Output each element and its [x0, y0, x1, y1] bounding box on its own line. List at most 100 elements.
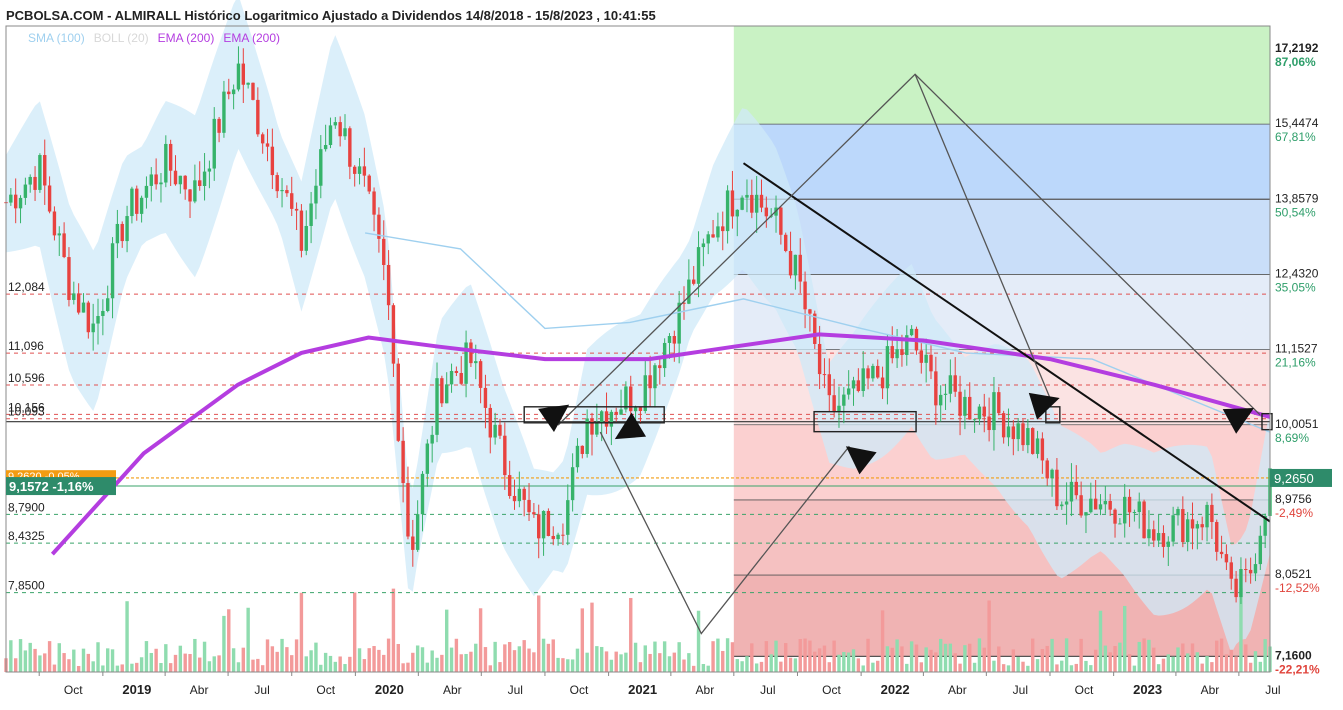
candle-body: [38, 155, 42, 190]
candle-body: [411, 536, 415, 550]
x-tick-label: Abr: [1201, 683, 1220, 697]
volume-bar: [566, 659, 570, 672]
candle-body: [139, 197, 144, 214]
volume-bar: [28, 642, 32, 672]
candle-body: [580, 445, 585, 454]
candle-body: [1040, 438, 1045, 461]
volume-bar: [779, 661, 783, 672]
volume-bar: [982, 647, 986, 672]
volume-bar: [1219, 638, 1224, 672]
candle-body: [788, 250, 793, 276]
volume-bar: [391, 588, 396, 672]
candle-body: [33, 176, 37, 190]
candle-body: [270, 146, 275, 176]
candle-body: [464, 342, 468, 384]
volume-bar: [357, 648, 362, 672]
volume-bar: [803, 638, 807, 672]
candle-body: [76, 293, 81, 313]
candle-body: [1224, 554, 1229, 563]
volume-bar: [1113, 646, 1117, 672]
candle-body: [454, 370, 459, 373]
candle-body: [1001, 413, 1006, 438]
candle-body: [1210, 504, 1214, 523]
candle-body: [188, 189, 192, 202]
volume-bar: [265, 639, 270, 672]
downtrend-line: [742, 162, 1271, 523]
volume-bar: [900, 646, 904, 672]
candle-body: [227, 91, 231, 95]
volume-bar: [1195, 652, 1200, 672]
candle-body: [1142, 501, 1146, 539]
volume-bar: [1006, 665, 1011, 672]
candle-body: [352, 166, 357, 174]
candle-body: [483, 387, 488, 408]
candle-body: [260, 134, 265, 144]
candle-body: [546, 510, 551, 536]
volume-bar: [711, 641, 715, 672]
volume-bar: [217, 655, 221, 672]
candle-body: [43, 155, 47, 186]
candle-body: [909, 328, 914, 336]
candle-body: [687, 279, 691, 304]
volume-bar: [1258, 661, 1263, 672]
volume-bar: [23, 650, 28, 672]
volume-bar: [701, 664, 706, 672]
candle-body: [115, 223, 120, 244]
candle-body: [319, 149, 323, 186]
candle-body: [730, 190, 735, 217]
volume-bar: [721, 650, 725, 672]
right-price-label: 11,1527: [1275, 342, 1318, 356]
volume-bar: [76, 665, 81, 672]
candle-body: [1219, 551, 1224, 555]
candle-body: [512, 495, 517, 502]
volume-bar: [352, 592, 357, 672]
volume-bar: [1084, 660, 1088, 672]
candle-body: [575, 445, 580, 468]
volume-bar: [1263, 639, 1267, 672]
volume-bar: [992, 660, 996, 672]
volume-bar: [866, 638, 870, 672]
volume-bar: [478, 608, 483, 672]
volume-bar: [919, 662, 924, 672]
indicator-lines: [50, 232, 1271, 556]
candle-body: [81, 302, 86, 313]
candle-body: [1127, 496, 1132, 513]
volume-bar: [1098, 610, 1103, 672]
candle-body: [614, 411, 618, 415]
x-tick-label: Jul: [254, 683, 269, 697]
volume-bar: [96, 642, 100, 672]
candle-body: [1137, 501, 1141, 513]
candle-body: [1045, 460, 1049, 479]
legend-item: EMA (200): [223, 31, 280, 45]
candle-body: [256, 99, 260, 135]
candle-body: [1244, 569, 1248, 571]
volume-bar: [1224, 654, 1229, 672]
legend-item: SMA (100): [28, 31, 85, 45]
candle-body: [469, 342, 473, 364]
candle-body: [919, 350, 924, 363]
candle-body: [130, 188, 134, 217]
candle-body: [779, 207, 783, 235]
volume-bar: [1055, 664, 1059, 672]
candle-body: [168, 143, 173, 171]
volume-bar: [18, 639, 23, 672]
candle-body: [72, 293, 76, 300]
volume-bar: [1001, 664, 1006, 672]
candle-body: [91, 323, 95, 333]
candle-body: [348, 128, 352, 167]
candle-body: [721, 226, 725, 232]
candle-body: [977, 406, 982, 420]
volume-bar: [1127, 654, 1132, 672]
x-tick-label: 2019: [122, 682, 151, 697]
candle-body: [1118, 523, 1122, 525]
candle-body: [987, 416, 991, 431]
volume-bar: [948, 643, 953, 672]
volume-bar: [633, 642, 638, 672]
volume-bar: [851, 649, 856, 672]
candle-body: [629, 386, 633, 412]
candle-body: [667, 336, 672, 343]
arrow-head: [845, 446, 877, 475]
current-price-tag-text: 9,2650: [1274, 471, 1314, 486]
candle-body: [1064, 501, 1069, 505]
